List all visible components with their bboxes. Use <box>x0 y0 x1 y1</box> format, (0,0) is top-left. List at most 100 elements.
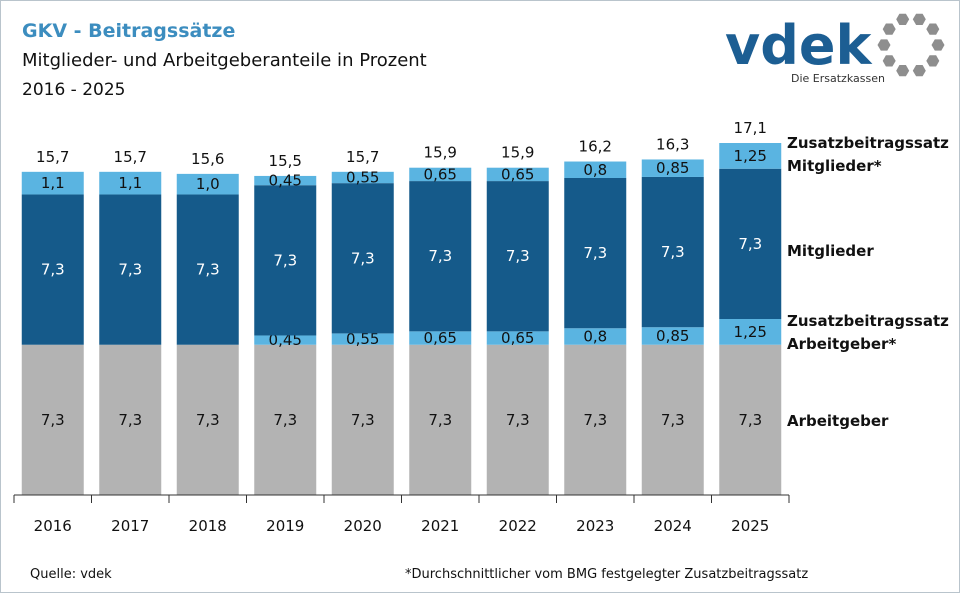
data-label: 0,65 <box>501 329 534 347</box>
x-tick-label: 2017 <box>111 517 149 535</box>
x-tick-label: 2025 <box>731 517 769 535</box>
data-label: 0,8 <box>583 161 607 179</box>
data-label: 7,3 <box>506 247 530 265</box>
x-tick-label: 2020 <box>344 517 382 535</box>
logo-ring-segment <box>912 65 926 77</box>
logo-ring-segment <box>882 23 896 35</box>
data-label: 0,45 <box>269 331 302 349</box>
bar-segment-zusatz-mitglieder <box>331 171 394 184</box>
legend-entry: Arbeitgeber* <box>787 335 896 353</box>
bar-segment-zusatz-mitglieder <box>719 143 782 169</box>
logo-ring-segment <box>896 13 910 25</box>
bar-segment-zusatz-mitglieder <box>254 175 317 186</box>
bar-segment-mitglieder <box>564 177 627 329</box>
data-label: 1,1 <box>118 174 142 192</box>
source-note: Quelle: vdek <box>30 567 112 582</box>
data-label: 0,65 <box>424 329 457 347</box>
bar-segment-zusatz-mitglieder <box>99 171 162 195</box>
x-tick-label: 2018 <box>189 517 227 535</box>
logo-ring-segment <box>877 39 891 51</box>
bar-segment-zusatz-arbeitgeber <box>486 331 549 345</box>
x-tick-label: 2019 <box>266 517 304 535</box>
bar-segment-zusatz-mitglieder <box>409 167 472 182</box>
logo-wordmark: vdek <box>725 14 872 77</box>
logo-ring-segment <box>882 55 896 67</box>
data-label: 0,65 <box>501 165 534 183</box>
bar-segment-zusatz-arbeitgeber <box>719 319 782 345</box>
bar-segment-zusatz-arbeitgeber <box>254 335 317 345</box>
data-label: 7,3 <box>661 411 685 429</box>
legend-entry: Mitglieder* <box>787 157 882 175</box>
data-label: 0,55 <box>346 330 379 348</box>
data-label: 7,3 <box>41 261 65 279</box>
total-label: 15,7 <box>114 148 147 166</box>
chart-subtitle: Mitglieder- und Arbeitgeberanteile in Pr… <box>22 50 427 71</box>
bar-segment-zusatz-arbeitgeber <box>564 328 627 345</box>
bar-segment-arbeitgeber <box>176 344 239 495</box>
bar-segment-arbeitgeber <box>641 344 704 495</box>
total-label: 16,3 <box>656 135 689 153</box>
bar-segment-arbeitgeber <box>21 344 84 495</box>
data-label: 0,55 <box>346 168 379 186</box>
logo-ring-segment <box>926 23 940 35</box>
data-label: 7,3 <box>118 261 142 279</box>
bar-segment-mitglieder <box>719 168 782 319</box>
logo-ring-segment <box>896 65 910 77</box>
bar-segment-zusatz-mitglieder <box>641 159 704 177</box>
bar-segment-mitglieder <box>641 176 704 328</box>
footnote: *Durchschnittlicher vom BMG festgelegter… <box>405 567 809 582</box>
chart-title: GKV - Beitragssätze <box>22 20 236 42</box>
bar-segment-mitglieder <box>176 194 239 345</box>
data-label: 0,85 <box>656 159 689 177</box>
data-label: 7,3 <box>506 411 530 429</box>
legend-entry: Mitglieder <box>787 242 874 260</box>
x-tick-label: 2016 <box>34 517 72 535</box>
bar-segment-arbeitgeber <box>254 344 317 495</box>
logo-ring-segment <box>912 13 926 25</box>
bar-segment-mitglieder <box>409 181 472 332</box>
data-label: 0,45 <box>269 172 302 190</box>
x-tick-label: 2024 <box>654 517 692 535</box>
data-label: 7,3 <box>41 411 65 429</box>
data-label: 7,3 <box>273 251 297 269</box>
bar-segment-arbeitgeber <box>331 344 394 495</box>
data-label: 0,65 <box>424 165 457 183</box>
data-label: 0,8 <box>583 327 607 345</box>
bar-segment-zusatz-mitglieder <box>564 161 627 178</box>
total-label: 16,2 <box>579 138 612 156</box>
bar-segment-mitglieder <box>21 194 84 345</box>
bar-segment-zusatz-arbeitgeber <box>641 327 704 345</box>
bar-segment-zusatz-mitglieder <box>486 167 549 182</box>
x-tick-label: 2021 <box>421 517 459 535</box>
data-label: 1,25 <box>734 323 767 341</box>
data-label: 7,3 <box>583 411 607 429</box>
data-label: 0,85 <box>656 327 689 345</box>
total-label: 15,9 <box>501 144 534 162</box>
bar-segment-mitglieder <box>486 181 549 332</box>
data-label: 7,3 <box>738 235 762 253</box>
bar-segment-mitglieder <box>331 183 394 334</box>
bar-segment-zusatz-mitglieder <box>176 173 239 195</box>
data-label: 7,3 <box>351 411 375 429</box>
data-label: 1,0 <box>196 175 220 193</box>
vdek-logo: vdek Die Ersatzkassen <box>725 13 945 85</box>
data-label: 7,3 <box>583 244 607 262</box>
total-label: 17,1 <box>734 119 767 137</box>
data-label: 1,25 <box>734 147 767 165</box>
total-label: 15,7 <box>346 148 379 166</box>
data-label: 1,1 <box>41 174 65 192</box>
data-label: 7,3 <box>351 249 375 267</box>
data-label: 7,3 <box>273 411 297 429</box>
data-label: 7,3 <box>118 411 142 429</box>
bar-segment-arbeitgeber <box>564 344 627 495</box>
total-label: 15,6 <box>191 150 224 168</box>
x-tick-label: 2023 <box>576 517 614 535</box>
legend-entry: Zusatzbeitragssatz <box>787 312 949 330</box>
data-label: 7,3 <box>661 243 685 261</box>
logo-tagline: Die Ersatzkassen <box>791 72 885 85</box>
data-label: 7,3 <box>196 261 220 279</box>
bar-segment-zusatz-mitglieder <box>21 171 84 195</box>
total-label: 15,9 <box>424 144 457 162</box>
data-label: 7,3 <box>196 411 220 429</box>
